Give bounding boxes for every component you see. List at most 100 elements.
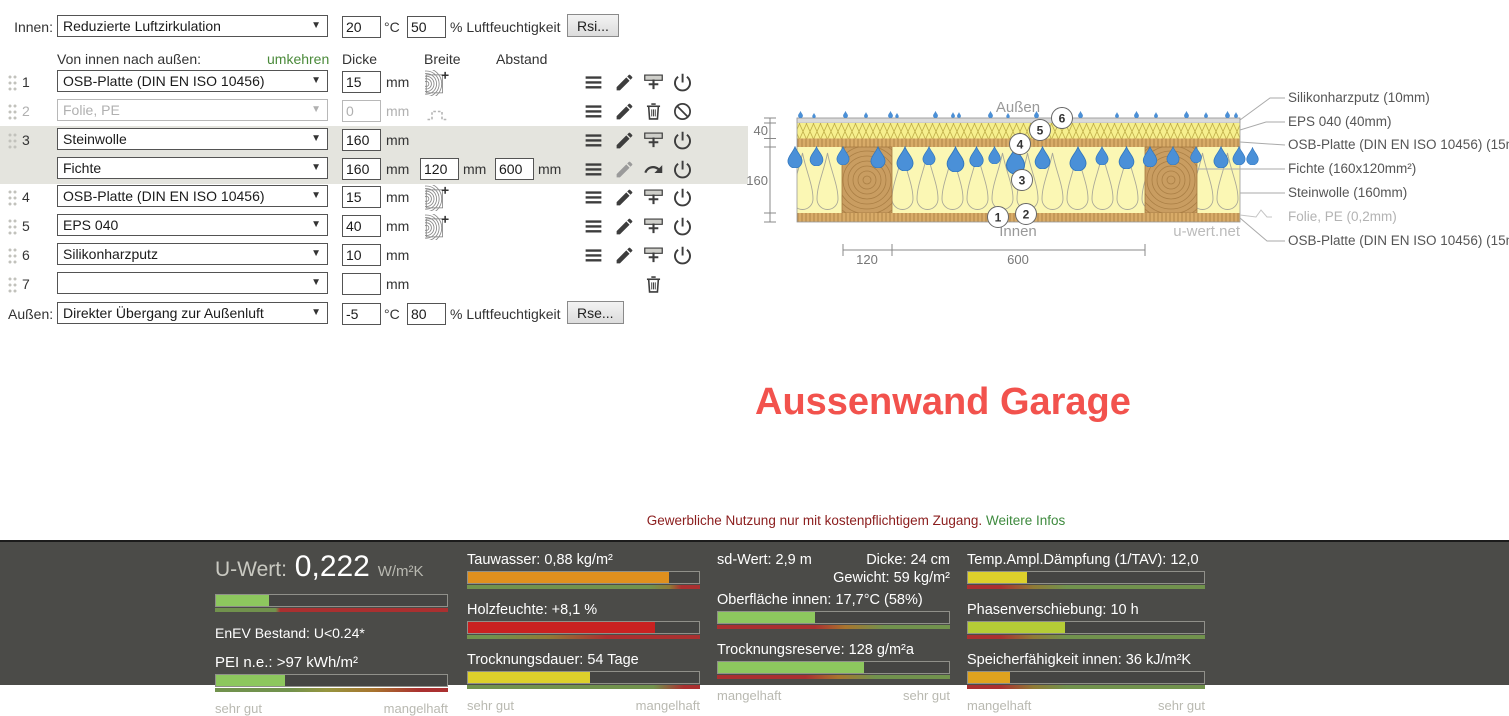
material-select[interactable]: OSB-Platte (DIN EN ISO 10456) ▼	[57, 70, 328, 92]
layer-number: 3	[22, 132, 30, 148]
layer-row-2: 2 Folie, PE ▼ mm	[0, 98, 748, 126]
menu-icon[interactable]	[583, 101, 604, 122]
mm-unit: mm	[386, 189, 410, 205]
material-select[interactable]: ▼	[57, 272, 328, 294]
layer-row-1: 1 OSB-Platte (DIN EN ISO 10456) ▼ mm	[0, 69, 748, 97]
legend-item-disabled: Folie, PE (0,2mm)	[1288, 209, 1397, 224]
outer-condition-select[interactable]: Direkter Übergang zur Außenluft ▼	[57, 302, 328, 324]
inner-condition-select[interactable]: Reduzierte Luftzirkulation ▼	[57, 15, 328, 37]
ban-icon[interactable]	[672, 101, 693, 122]
material-select[interactable]: Silikonharzputz ▼	[57, 243, 328, 265]
drag-handle-icon[interactable]	[7, 132, 18, 150]
delete-layer-icon[interactable]	[643, 101, 664, 122]
layer-number: 5	[22, 218, 30, 234]
menu-icon[interactable]	[583, 245, 604, 266]
abstand-input[interactable]	[495, 158, 534, 180]
dicke-column-header: Dicke	[342, 51, 378, 67]
dim-120: 120	[856, 252, 878, 267]
drag-handle-icon[interactable]	[7, 189, 18, 207]
mm-unit: mm	[386, 103, 410, 119]
menu-icon[interactable]	[583, 72, 604, 93]
menu-icon[interactable]	[583, 216, 604, 237]
layer-row-4: 4 OSB-Platte (DIN EN ISO 10456) ▼ mm	[0, 184, 748, 212]
chevron-down-icon: ▼	[311, 20, 321, 31]
rse-button[interactable]: Rse...	[567, 301, 624, 324]
dicke-input[interactable]	[342, 100, 381, 122]
holzfeuchte-bar	[467, 621, 700, 634]
dicke-input[interactable]	[342, 244, 381, 266]
dim-160: 160	[746, 173, 768, 188]
chevron-down-icon: ▼	[311, 162, 321, 173]
edit-pencil-icon[interactable]	[614, 72, 635, 93]
menu-icon[interactable]	[583, 187, 604, 208]
column-header-row: Von innen nach außen: umkehren Dicke Bre…	[0, 46, 748, 74]
toggle-layer-icon[interactable]	[672, 130, 693, 151]
menu-icon[interactable]	[583, 130, 604, 151]
menu-icon[interactable]	[583, 159, 604, 180]
material-select[interactable]: Folie, PE ▼	[57, 99, 328, 121]
inner-climate-row: Innen: Reduzierte Luftzirkulation ▼ °C %…	[0, 14, 748, 42]
add-layer-icon[interactable]	[643, 245, 664, 266]
svg-text:2: 2	[1023, 208, 1030, 222]
toggle-layer-icon[interactable]	[672, 187, 693, 208]
add-beam-icon[interactable]	[425, 70, 449, 96]
outer-temperature-input[interactable]	[342, 303, 381, 325]
dicke-input[interactable]	[342, 158, 381, 180]
delete-layer-icon[interactable]	[643, 274, 664, 295]
oberflaeche-label: Oberfläche innen: 17,7°C (58%)	[717, 592, 923, 608]
rotate-beam-icon[interactable]	[643, 159, 664, 180]
inner-temperature-input[interactable]	[342, 16, 381, 38]
add-layer-icon[interactable]	[643, 216, 664, 237]
drag-handle-icon[interactable]	[7, 247, 18, 265]
mm-unit: mm	[386, 132, 410, 148]
drag-handle-icon[interactable]	[7, 103, 18, 121]
add-beam-icon[interactable]	[425, 214, 449, 240]
drag-handle-icon[interactable]	[7, 276, 18, 294]
weitere-infos-link[interactable]: Weitere Infos	[985, 513, 1066, 528]
material-select[interactable]: Fichte ▼	[57, 157, 328, 179]
rsi-button[interactable]: Rsi...	[567, 14, 619, 37]
edit-pencil-icon[interactable]	[614, 245, 635, 266]
dicke-input[interactable]	[342, 273, 381, 295]
edit-pencil-icon[interactable]	[614, 101, 635, 122]
uwert-column: U-Wert: 0,222 W/m²K EnEV Bestand: U<0.24…	[215, 548, 448, 716]
add-layer-icon[interactable]	[643, 72, 664, 93]
dicke-input[interactable]	[342, 215, 381, 237]
toggle-layer-icon[interactable]	[672, 245, 693, 266]
toggle-layer-icon[interactable]	[672, 216, 693, 237]
outer-humidity-label: % Luftfeuchtigkeit	[450, 306, 561, 322]
breite-input[interactable]	[420, 158, 459, 180]
material-select[interactable]: OSB-Platte (DIN EN ISO 10456) ▼	[57, 185, 328, 207]
add-layer-icon[interactable]	[643, 187, 664, 208]
dicke-input[interactable]	[342, 129, 381, 151]
edit-pencil-icon[interactable]	[614, 130, 635, 151]
mm-unit: mm	[538, 161, 562, 177]
drag-handle-icon[interactable]	[7, 74, 18, 92]
add-beam-icon[interactable]	[425, 185, 449, 211]
notice-text: Gewerbliche Nutzung nur mit kostenpflich…	[646, 513, 983, 528]
thermal-column: Temp.Ampl.Dämpfung (1/TAV): 12,0 Phasenv…	[967, 548, 1205, 713]
material-select[interactable]: Steinwolle ▼	[57, 128, 328, 150]
material-select[interactable]: EPS 040 ▼	[57, 214, 328, 236]
edit-pencil-icon[interactable]	[614, 159, 635, 180]
edit-pencil-icon[interactable]	[614, 187, 635, 208]
breite-column-header: Breite	[424, 51, 461, 67]
scale-labels: mangelhaft sehr gut	[967, 698, 1205, 713]
tav-scale	[967, 585, 1205, 589]
scale-labels: mangelhaft sehr gut	[717, 688, 950, 703]
legend-item: Fichte (160x120mm²)	[1288, 161, 1416, 176]
edit-pencil-icon[interactable]	[614, 216, 635, 237]
add-layer-icon[interactable]	[643, 130, 664, 151]
moisture-column: Tauwasser: 0,88 kg/m² Holzfeuchte: +8,1 …	[467, 548, 700, 713]
holzfeuchte-label: Holzfeuchte: +8,1 %	[467, 602, 598, 618]
layer-row-7: 7 ▼ mm	[0, 271, 748, 299]
dicke-input[interactable]	[342, 71, 381, 93]
svg-text:5: 5	[1037, 124, 1044, 138]
outer-humidity-input[interactable]	[407, 303, 446, 325]
reverse-link[interactable]: umkehren	[267, 51, 330, 67]
toggle-layer-icon[interactable]	[672, 159, 693, 180]
toggle-layer-icon[interactable]	[672, 72, 693, 93]
dicke-input[interactable]	[342, 186, 381, 208]
drag-handle-icon[interactable]	[7, 218, 18, 236]
inner-humidity-input[interactable]	[407, 16, 446, 38]
